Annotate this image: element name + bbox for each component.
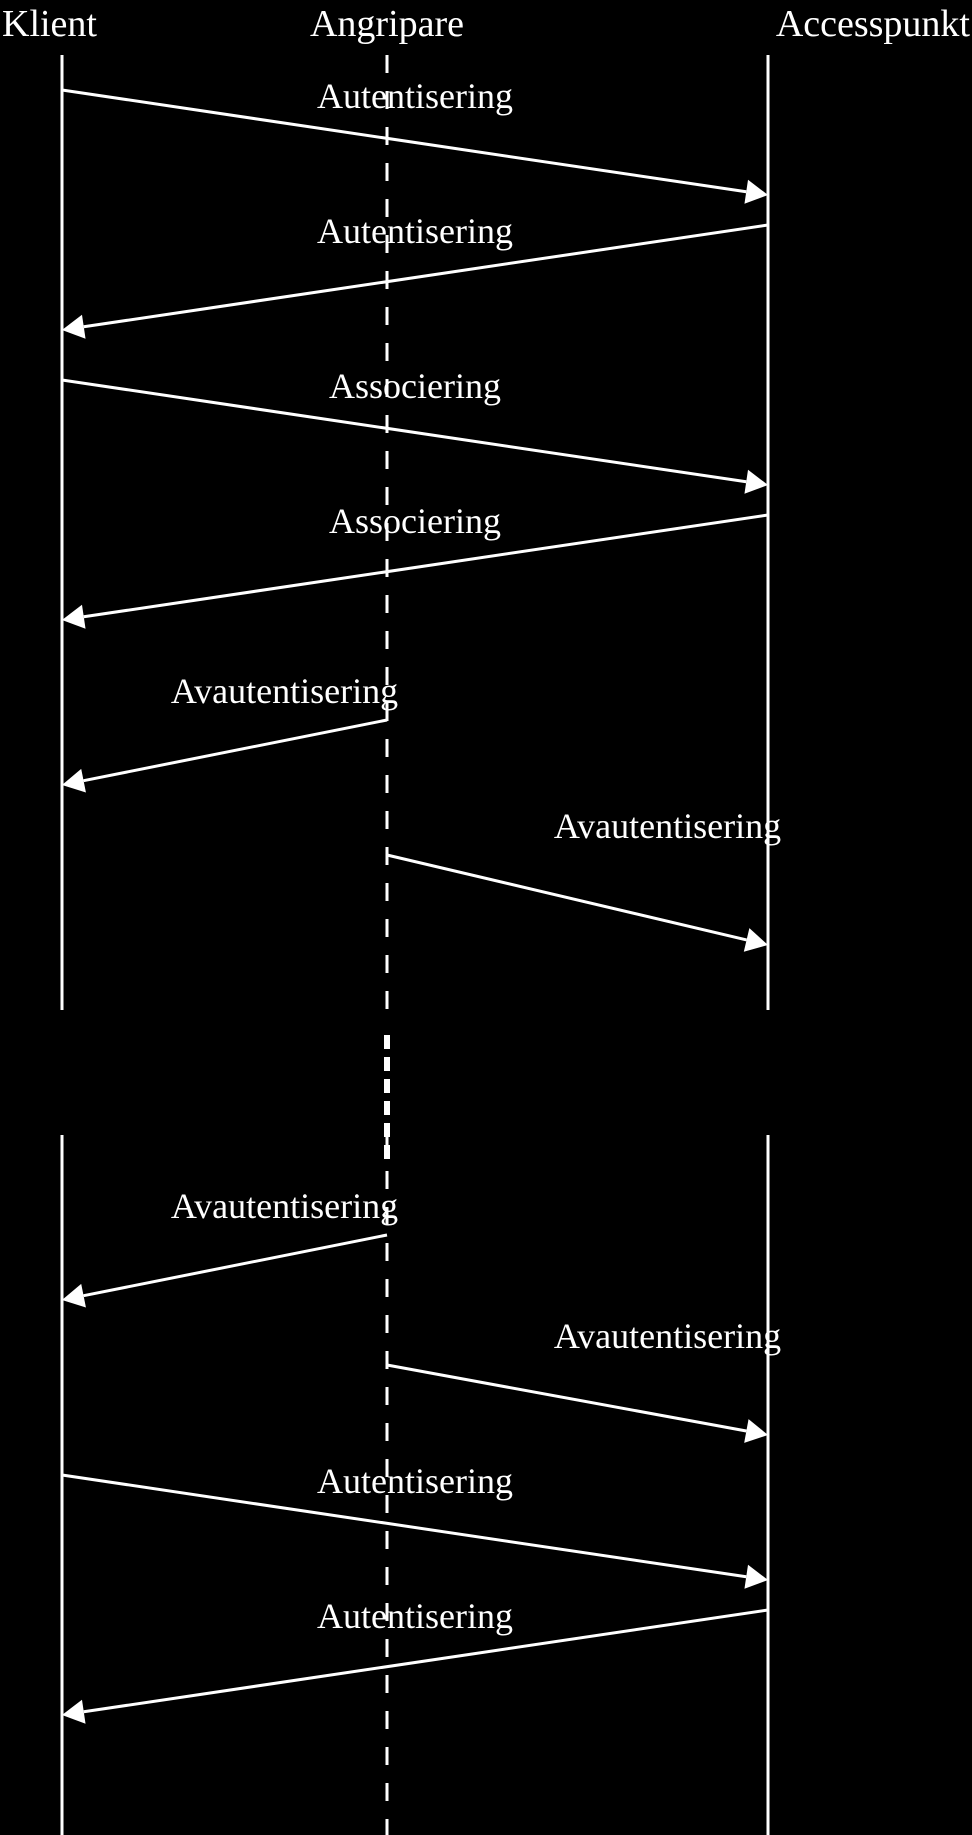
gap-dot: [384, 1079, 390, 1093]
message-arrow-4: [62, 720, 387, 793]
actor-label-ap: Accesspunkt: [776, 3, 971, 45]
message-label-4: Avautentisering: [171, 671, 398, 711]
actor-label-attacker: Angripare: [310, 3, 464, 45]
gap-dot: [384, 1101, 390, 1115]
gap-dot: [384, 1057, 390, 1071]
message-arrow-6: [62, 1235, 387, 1308]
message-label-9: Autentisering: [317, 1596, 513, 1636]
message-label-5: Avautentisering: [554, 806, 781, 846]
messages-layer: Autentisering Autentisering Associering Ass…: [62, 76, 781, 1724]
gap-dot: [384, 1145, 390, 1159]
gap-dot: [384, 1035, 390, 1049]
gap-dot: [384, 1123, 390, 1137]
message-label-7: Avautentisering: [554, 1316, 781, 1356]
message-label-8: Autentisering: [317, 1461, 513, 1501]
message-label-3: Associering: [329, 501, 501, 541]
message-arrow-5: [387, 855, 768, 952]
actor-label-client: Klient: [2, 3, 97, 45]
message-label-1: Autentisering: [317, 211, 513, 251]
message-label-0: Autentisering: [317, 76, 513, 116]
message-label-2: Associering: [329, 366, 501, 406]
actors-layer: Klient Angripare Accesspunkt: [2, 3, 970, 45]
message-label-6: Avautentisering: [171, 1186, 398, 1226]
sequence-diagram: Autentisering Autentisering Associering Ass…: [0, 0, 972, 1835]
message-arrow-7: [387, 1365, 768, 1443]
lifelines-layer: [62, 55, 768, 1835]
